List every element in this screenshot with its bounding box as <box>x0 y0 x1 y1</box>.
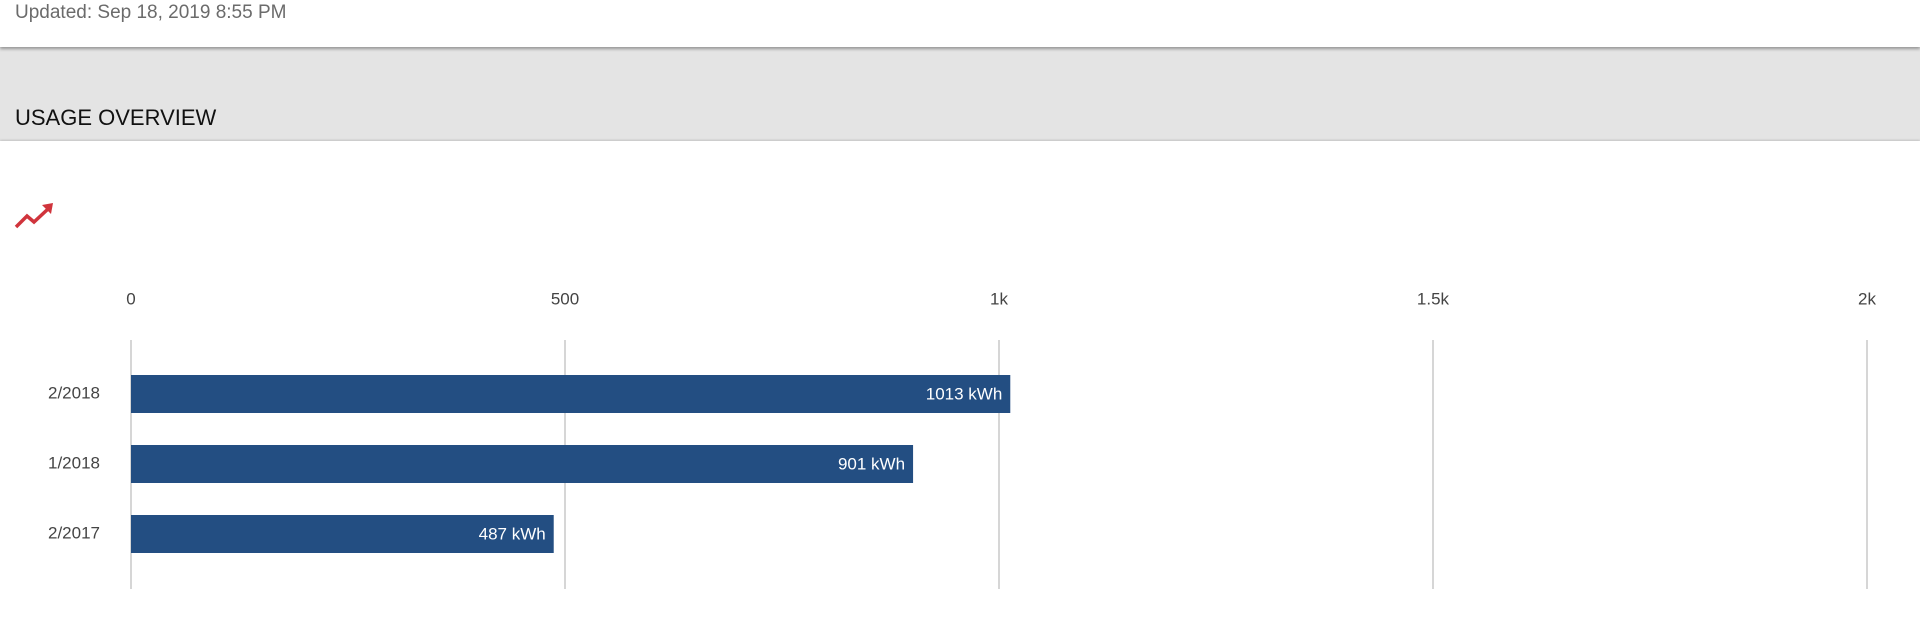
usage-card: 0 500 1k 1.5k 2k 2/2018 1013 kWh 1/2018 901 kWh 2… <box>0 141 1920 630</box>
x-tick-label: 0 <box>126 289 135 308</box>
bar <box>131 445 914 483</box>
value-label: 1013 kWh <box>926 384 1003 403</box>
y-tick-label: 1/2018 <box>48 453 100 472</box>
x-tick-label: 500 <box>551 289 579 308</box>
trend-icon-arrow <box>42 203 53 214</box>
y-tick-label: 2/2018 <box>48 383 100 402</box>
x-tick-label: 2k <box>1858 289 1876 308</box>
y-tick-label: 2/2017 <box>48 523 100 542</box>
updated-time: Updated: Sep 18, 2019 8:55 PM <box>15 2 287 23</box>
trend-icon <box>14 207 50 229</box>
section-title: USAGE OVERVIEW <box>15 105 217 130</box>
x-tick-label: 1.5k <box>1417 289 1450 308</box>
x-tick-label: 1k <box>990 289 1008 308</box>
bar <box>131 375 1011 413</box>
chart: 0 500 1k 1.5k 2k 2/2018 1013 kWh 1/2018 901 kWh 2… <box>14 203 1876 589</box>
value-label: 901 kWh <box>838 454 905 473</box>
value-label: 487 kWh <box>479 524 546 543</box>
status-card: Updated: Sep 18, 2019 8:55 PM <box>0 0 1920 47</box>
bar <box>131 515 554 553</box>
